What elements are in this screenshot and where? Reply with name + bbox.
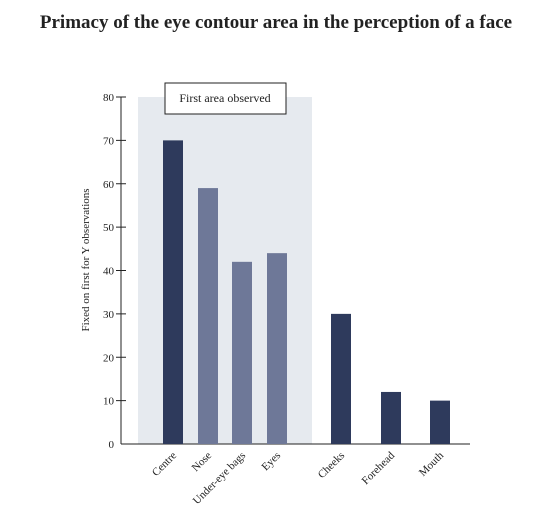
y-tick-label: 80 [103,92,115,104]
bar-nose [198,188,218,444]
bar-mouth [430,400,450,444]
bar-eyes [267,253,287,444]
x-tick-label: Forehead [360,449,398,487]
y-ticks: 0 10 20 30 40 50 60 70 80 [103,92,126,451]
x-tick-label: Nose [190,450,215,475]
x-tick-label: Eyes [260,450,284,474]
y-tick-label: 20 [103,352,115,364]
y-tick-label: 70 [103,135,115,147]
y-tick-label: 0 [109,439,115,451]
y-tick-label: 60 [103,179,115,191]
bar-centre [163,140,183,444]
y-tick-label: 40 [103,266,115,278]
y-tick-label: 50 [103,222,115,234]
highlight-label-box [164,82,287,115]
chart-title: Primacy of the eye contour area in the p… [40,12,512,33]
x-tick-label: Cheeks [316,450,347,481]
y-axis-label: Fixed on first for Y observations [80,188,92,331]
bar-forehead [381,391,401,444]
x-tick-label: Centre [150,450,179,479]
highlight-label: First area observed [179,91,270,105]
y-tick-label: 10 [103,396,115,408]
y-tick-label: 30 [103,309,115,321]
bars [163,140,450,444]
x-tick-label: Mouth [417,449,447,479]
bar-under-eye-bags [232,261,252,444]
bar-cheeks [331,313,351,444]
